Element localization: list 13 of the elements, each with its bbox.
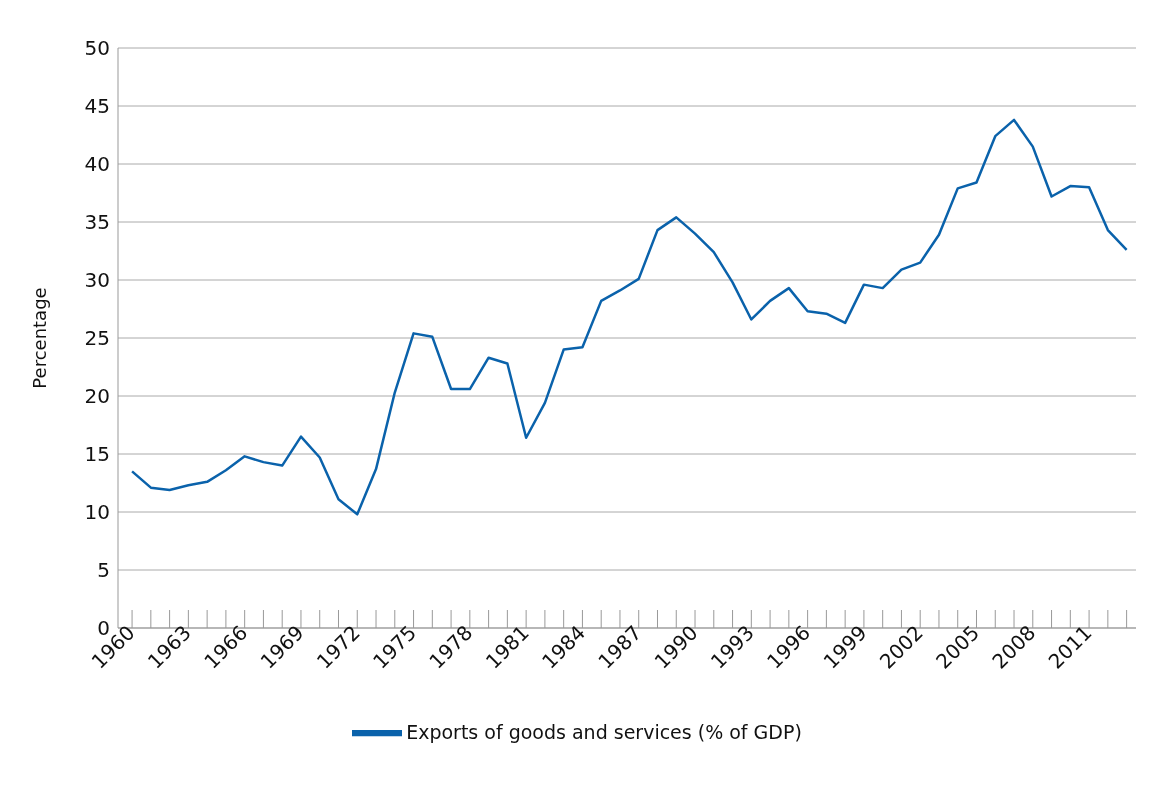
y-tick-label: 5 xyxy=(97,558,110,583)
y-tick-label: 35 xyxy=(84,210,110,235)
y-tick-label: 30 xyxy=(84,268,110,293)
y-axis-title: Percentage xyxy=(29,287,51,389)
y-tick-label: 10 xyxy=(84,500,110,525)
y-tick-label: 50 xyxy=(84,36,110,61)
y-tick-label: 40 xyxy=(84,152,110,177)
y-tick-label: 20 xyxy=(84,384,110,409)
y-tick-label: 15 xyxy=(84,442,110,467)
y-tick-label: 25 xyxy=(84,326,110,351)
y-tick-label: 45 xyxy=(84,94,110,119)
legend-label: Exports of goods and services (% of GDP) xyxy=(406,720,802,743)
line-series xyxy=(130,118,1128,516)
